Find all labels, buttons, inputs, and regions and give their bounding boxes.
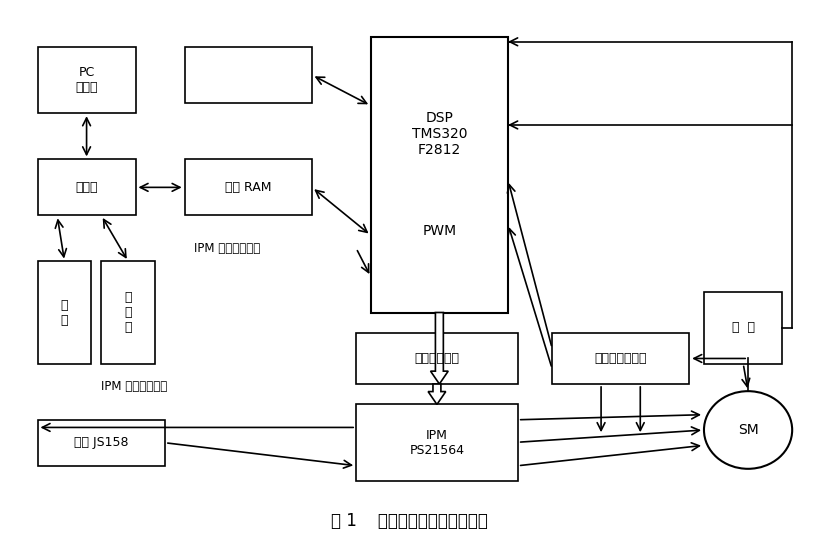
Text: 电源 JS158: 电源 JS158 [74, 436, 128, 449]
Bar [552, 333, 690, 384]
Text: 数
码
管: 数 码 管 [124, 291, 132, 334]
Text: 图 1    调速系统的硬件实现框图: 图 1 调速系统的硬件实现框图 [330, 512, 488, 530]
Ellipse shape [704, 391, 792, 469]
Bar [38, 159, 136, 215]
Text: 电流、电压检测: 电流、电压检测 [595, 352, 647, 365]
Text: IPM 保护信号输入: IPM 保护信号输入 [195, 242, 261, 255]
Text: IPM
PS21564: IPM PS21564 [410, 429, 465, 457]
Bar [371, 37, 508, 312]
Text: 双口 RAM: 双口 RAM [225, 181, 272, 194]
Bar [38, 262, 92, 364]
Text: PC
上位机: PC 上位机 [75, 66, 98, 94]
Bar [101, 262, 155, 364]
Bar [185, 47, 312, 103]
Text: 光耦隔离驱动: 光耦隔离驱动 [415, 352, 460, 365]
Text: IPM 保护信号输出: IPM 保护信号输出 [101, 380, 168, 392]
Bar [356, 404, 518, 481]
Polygon shape [428, 384, 446, 404]
Bar [38, 420, 165, 466]
Text: DSP
TMS320
F2812




PWM: DSP TMS320 F2812 PWM [411, 111, 467, 238]
Text: 单片机: 单片机 [75, 181, 98, 194]
Bar [38, 47, 136, 113]
Bar [185, 159, 312, 215]
Bar [704, 292, 782, 364]
Text: 码  盘: 码 盘 [731, 321, 755, 334]
Text: SM: SM [738, 423, 758, 437]
Text: 按
键: 按 键 [61, 299, 68, 326]
Bar [356, 333, 518, 384]
Polygon shape [430, 312, 448, 384]
